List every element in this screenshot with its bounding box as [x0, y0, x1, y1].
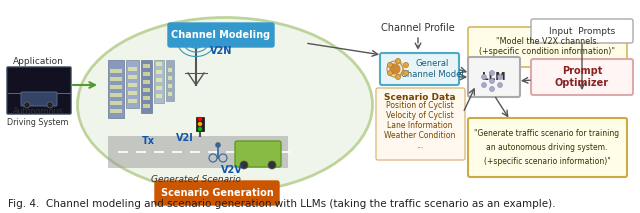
- Bar: [110, 101, 122, 105]
- Text: LLM: LLM: [482, 72, 506, 82]
- Ellipse shape: [77, 17, 372, 193]
- Circle shape: [490, 79, 495, 83]
- Bar: [108, 60, 124, 118]
- Bar: [110, 93, 122, 97]
- Circle shape: [240, 161, 248, 169]
- Circle shape: [396, 75, 401, 79]
- FancyBboxPatch shape: [468, 57, 520, 97]
- Bar: [110, 109, 122, 113]
- Circle shape: [215, 142, 221, 148]
- Circle shape: [47, 102, 53, 108]
- Bar: [110, 77, 122, 81]
- Text: Channel Modeling: Channel Modeling: [172, 30, 271, 40]
- Bar: [168, 84, 172, 88]
- Bar: [128, 99, 137, 103]
- Text: Channel Profile: Channel Profile: [381, 23, 455, 33]
- Bar: [128, 67, 137, 71]
- Bar: [154, 60, 164, 103]
- Text: (+specific scenario information)": (+specific scenario information)": [484, 157, 611, 166]
- Bar: [110, 69, 122, 73]
- Circle shape: [490, 86, 495, 92]
- Circle shape: [403, 71, 408, 75]
- Bar: [156, 86, 162, 90]
- FancyBboxPatch shape: [168, 23, 274, 47]
- Bar: [156, 94, 162, 98]
- FancyBboxPatch shape: [468, 27, 627, 67]
- FancyBboxPatch shape: [21, 92, 57, 106]
- Text: Tx: Tx: [141, 136, 154, 146]
- Text: Application: Application: [13, 56, 63, 66]
- Bar: [128, 75, 137, 79]
- Text: Generated Scenario: Generated Scenario: [151, 176, 241, 184]
- Circle shape: [481, 75, 486, 79]
- Circle shape: [497, 82, 502, 88]
- Circle shape: [481, 82, 486, 88]
- Text: (+specific condition information)": (+specific condition information)": [479, 46, 615, 56]
- Bar: [168, 92, 172, 96]
- Bar: [143, 104, 150, 108]
- Bar: [128, 91, 137, 95]
- Text: Input  Prompts: Input Prompts: [549, 26, 615, 36]
- Circle shape: [198, 117, 202, 121]
- Circle shape: [387, 71, 392, 75]
- Text: Scenario Generation: Scenario Generation: [161, 188, 273, 198]
- Text: Velocity of Cyclist: Velocity of Cyclist: [386, 111, 454, 119]
- Bar: [156, 62, 162, 66]
- Bar: [166, 60, 174, 101]
- Bar: [110, 85, 122, 89]
- Text: Fig. 4.  Channel modeling and scenario generation with LLMs (taking the traffic : Fig. 4. Channel modeling and scenario ge…: [8, 199, 556, 209]
- FancyBboxPatch shape: [468, 118, 627, 177]
- Circle shape: [396, 59, 401, 63]
- Circle shape: [490, 71, 495, 75]
- FancyBboxPatch shape: [380, 53, 459, 85]
- Circle shape: [24, 102, 30, 108]
- Bar: [143, 96, 150, 100]
- Circle shape: [403, 62, 408, 68]
- Text: Weather Condition: Weather Condition: [384, 131, 456, 140]
- Bar: [128, 83, 137, 87]
- Bar: [168, 76, 172, 80]
- Text: Position of Cyclist: Position of Cyclist: [386, 101, 454, 109]
- Bar: [143, 72, 150, 76]
- Circle shape: [390, 64, 400, 74]
- Text: V2V: V2V: [221, 165, 243, 175]
- Bar: [156, 78, 162, 82]
- Ellipse shape: [24, 96, 54, 106]
- Text: "Generate traffic scenario for training: "Generate traffic scenario for training: [474, 128, 620, 138]
- Circle shape: [268, 161, 276, 169]
- Bar: [156, 70, 162, 74]
- Circle shape: [198, 122, 202, 126]
- Text: ...: ...: [417, 141, 424, 150]
- FancyBboxPatch shape: [531, 59, 633, 95]
- Text: V2N: V2N: [210, 46, 232, 56]
- Bar: [196, 117, 204, 131]
- FancyBboxPatch shape: [7, 67, 71, 114]
- Text: General
Channel Model: General Channel Model: [401, 59, 463, 79]
- Bar: [143, 88, 150, 92]
- Circle shape: [387, 62, 392, 68]
- FancyBboxPatch shape: [376, 88, 465, 160]
- Bar: [143, 64, 150, 68]
- Text: Prompt
Optimizer: Prompt Optimizer: [555, 66, 609, 88]
- FancyBboxPatch shape: [155, 181, 279, 205]
- FancyBboxPatch shape: [531, 19, 633, 43]
- Text: an autonomous driving system.: an autonomous driving system.: [486, 142, 608, 151]
- Text: Autonomous
Driving System: Autonomous Driving System: [7, 107, 68, 127]
- Bar: [126, 60, 139, 108]
- Text: Scenario Data: Scenario Data: [384, 92, 456, 102]
- Text: V2I: V2I: [176, 133, 194, 143]
- Text: Lane Information: Lane Information: [387, 121, 452, 130]
- Bar: [141, 60, 152, 113]
- Bar: [143, 80, 150, 84]
- Circle shape: [198, 127, 202, 131]
- Circle shape: [497, 75, 502, 79]
- Text: "Model the V2X channels.: "Model the V2X channels.: [495, 36, 598, 46]
- FancyBboxPatch shape: [108, 136, 288, 168]
- FancyBboxPatch shape: [235, 141, 281, 167]
- Bar: [168, 68, 172, 72]
